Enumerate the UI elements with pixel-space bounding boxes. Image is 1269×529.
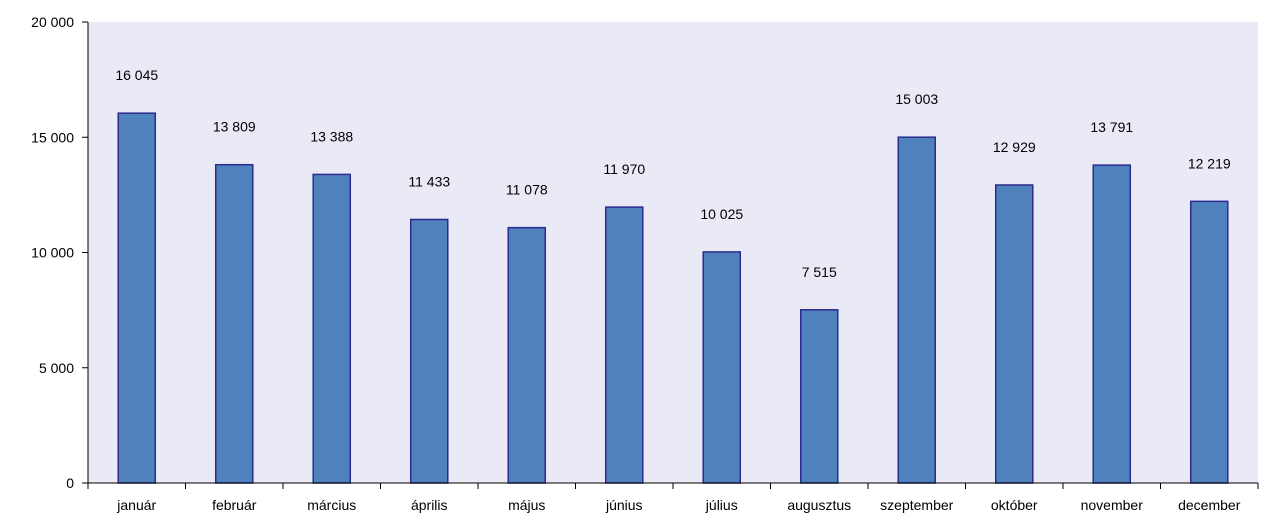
bar xyxy=(604,206,644,484)
x-tick-label: május xyxy=(508,497,545,513)
data-label: 7 515 xyxy=(802,264,837,280)
bar xyxy=(799,309,839,484)
bar xyxy=(897,136,937,484)
data-label: 15 003 xyxy=(895,91,938,107)
y-tick-label: 5 000 xyxy=(39,360,74,376)
bar xyxy=(312,173,352,484)
x-tick-label: március xyxy=(307,497,356,513)
x-tick-label: július xyxy=(705,497,738,513)
bars xyxy=(117,112,1229,484)
x-tick-label: december xyxy=(1178,497,1241,513)
data-label: 12 219 xyxy=(1188,155,1231,171)
x-tick-label: szeptember xyxy=(880,497,953,513)
bar xyxy=(507,226,547,484)
data-labels: 16 045 13 809 13 388 11 433 11 078 11 970 10 0… xyxy=(115,67,1231,280)
data-label: 13 388 xyxy=(310,128,353,144)
plot-area xyxy=(88,22,1258,483)
y-tick-label: 10 000 xyxy=(31,245,74,261)
bar xyxy=(994,184,1034,484)
x-tick-label: október xyxy=(991,497,1038,513)
data-label: 13 791 xyxy=(1090,119,1133,135)
bar xyxy=(1092,164,1132,484)
y-tick-label: 0 xyxy=(66,475,74,491)
x-tick-label: június xyxy=(605,497,643,513)
data-label: 11 078 xyxy=(506,182,548,198)
bar xyxy=(702,251,742,484)
y-tick-label: 15 000 xyxy=(31,129,74,145)
data-label: 16 045 xyxy=(115,67,158,83)
data-label: 10 025 xyxy=(700,206,743,222)
bar xyxy=(117,112,157,484)
x-tick-label: augusztus xyxy=(787,497,851,513)
bar xyxy=(214,163,254,484)
y-tick-label: 20 000 xyxy=(31,14,74,30)
x-tick-label: február xyxy=(212,497,257,513)
data-label: 13 809 xyxy=(213,119,256,135)
x-axis-ticks: január február március április május június jú… xyxy=(87,483,1259,513)
data-label: 11 970 xyxy=(603,161,645,177)
y-axis-ticks: 0 5 000 10 000 15 000 20 000 xyxy=(31,14,88,491)
bar xyxy=(409,218,449,484)
x-tick-label: november xyxy=(1081,497,1144,513)
data-label: 12 929 xyxy=(993,139,1036,155)
x-tick-label: április xyxy=(411,497,448,513)
bar xyxy=(1189,200,1229,484)
data-label: 11 433 xyxy=(408,173,450,189)
x-tick-label: január xyxy=(116,497,156,513)
